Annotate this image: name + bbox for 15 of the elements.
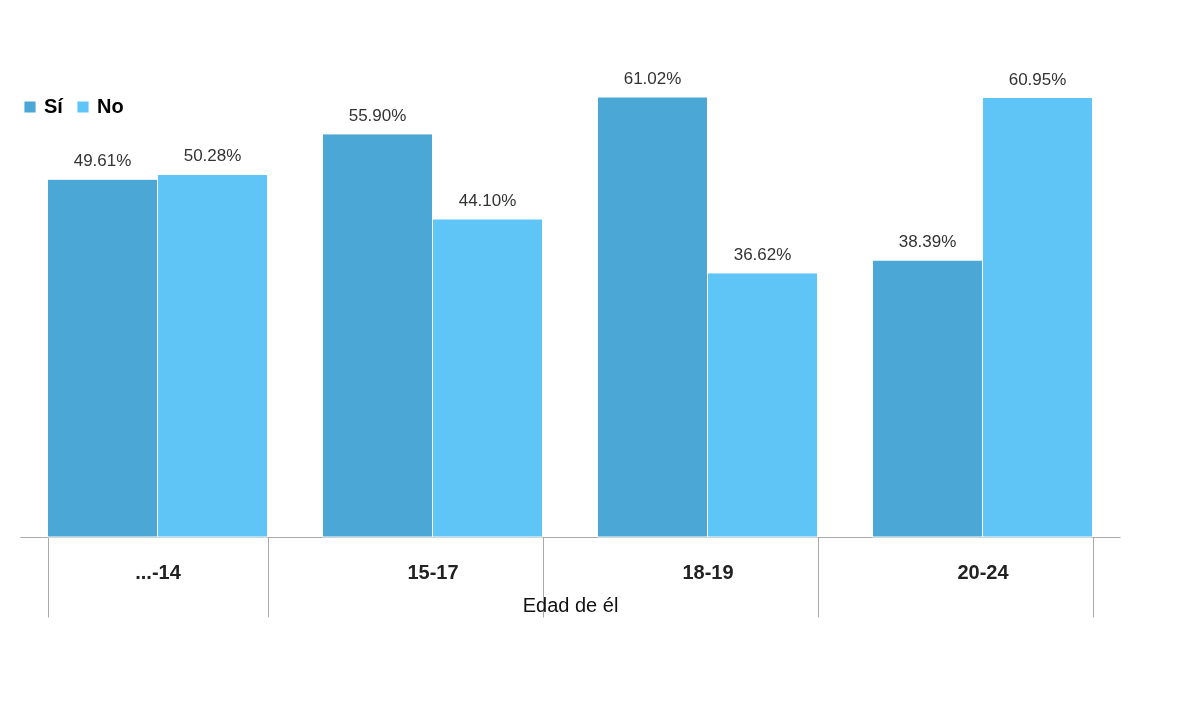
data-label: 38.39% xyxy=(898,232,957,252)
x-tick-label: 20-24 xyxy=(957,560,1010,583)
legend-label: No xyxy=(97,95,124,117)
x-tick-label: 15-17 xyxy=(407,560,459,583)
x-axis-title: Edad de él xyxy=(522,594,619,616)
data-label: 36.62% xyxy=(733,244,792,264)
data-label: 44.10% xyxy=(458,191,517,211)
data-label: 61.02% xyxy=(623,69,682,88)
legend-label: Sí xyxy=(44,95,65,117)
data-label: 49.61% xyxy=(73,151,132,171)
x-tick-label: ...-14 xyxy=(135,560,182,583)
data-label: 60.95% xyxy=(1008,69,1067,89)
x-tick-label: 18-19 xyxy=(682,560,734,583)
data-label: 55.90% xyxy=(348,105,407,125)
data-label: 50.28% xyxy=(183,146,242,166)
